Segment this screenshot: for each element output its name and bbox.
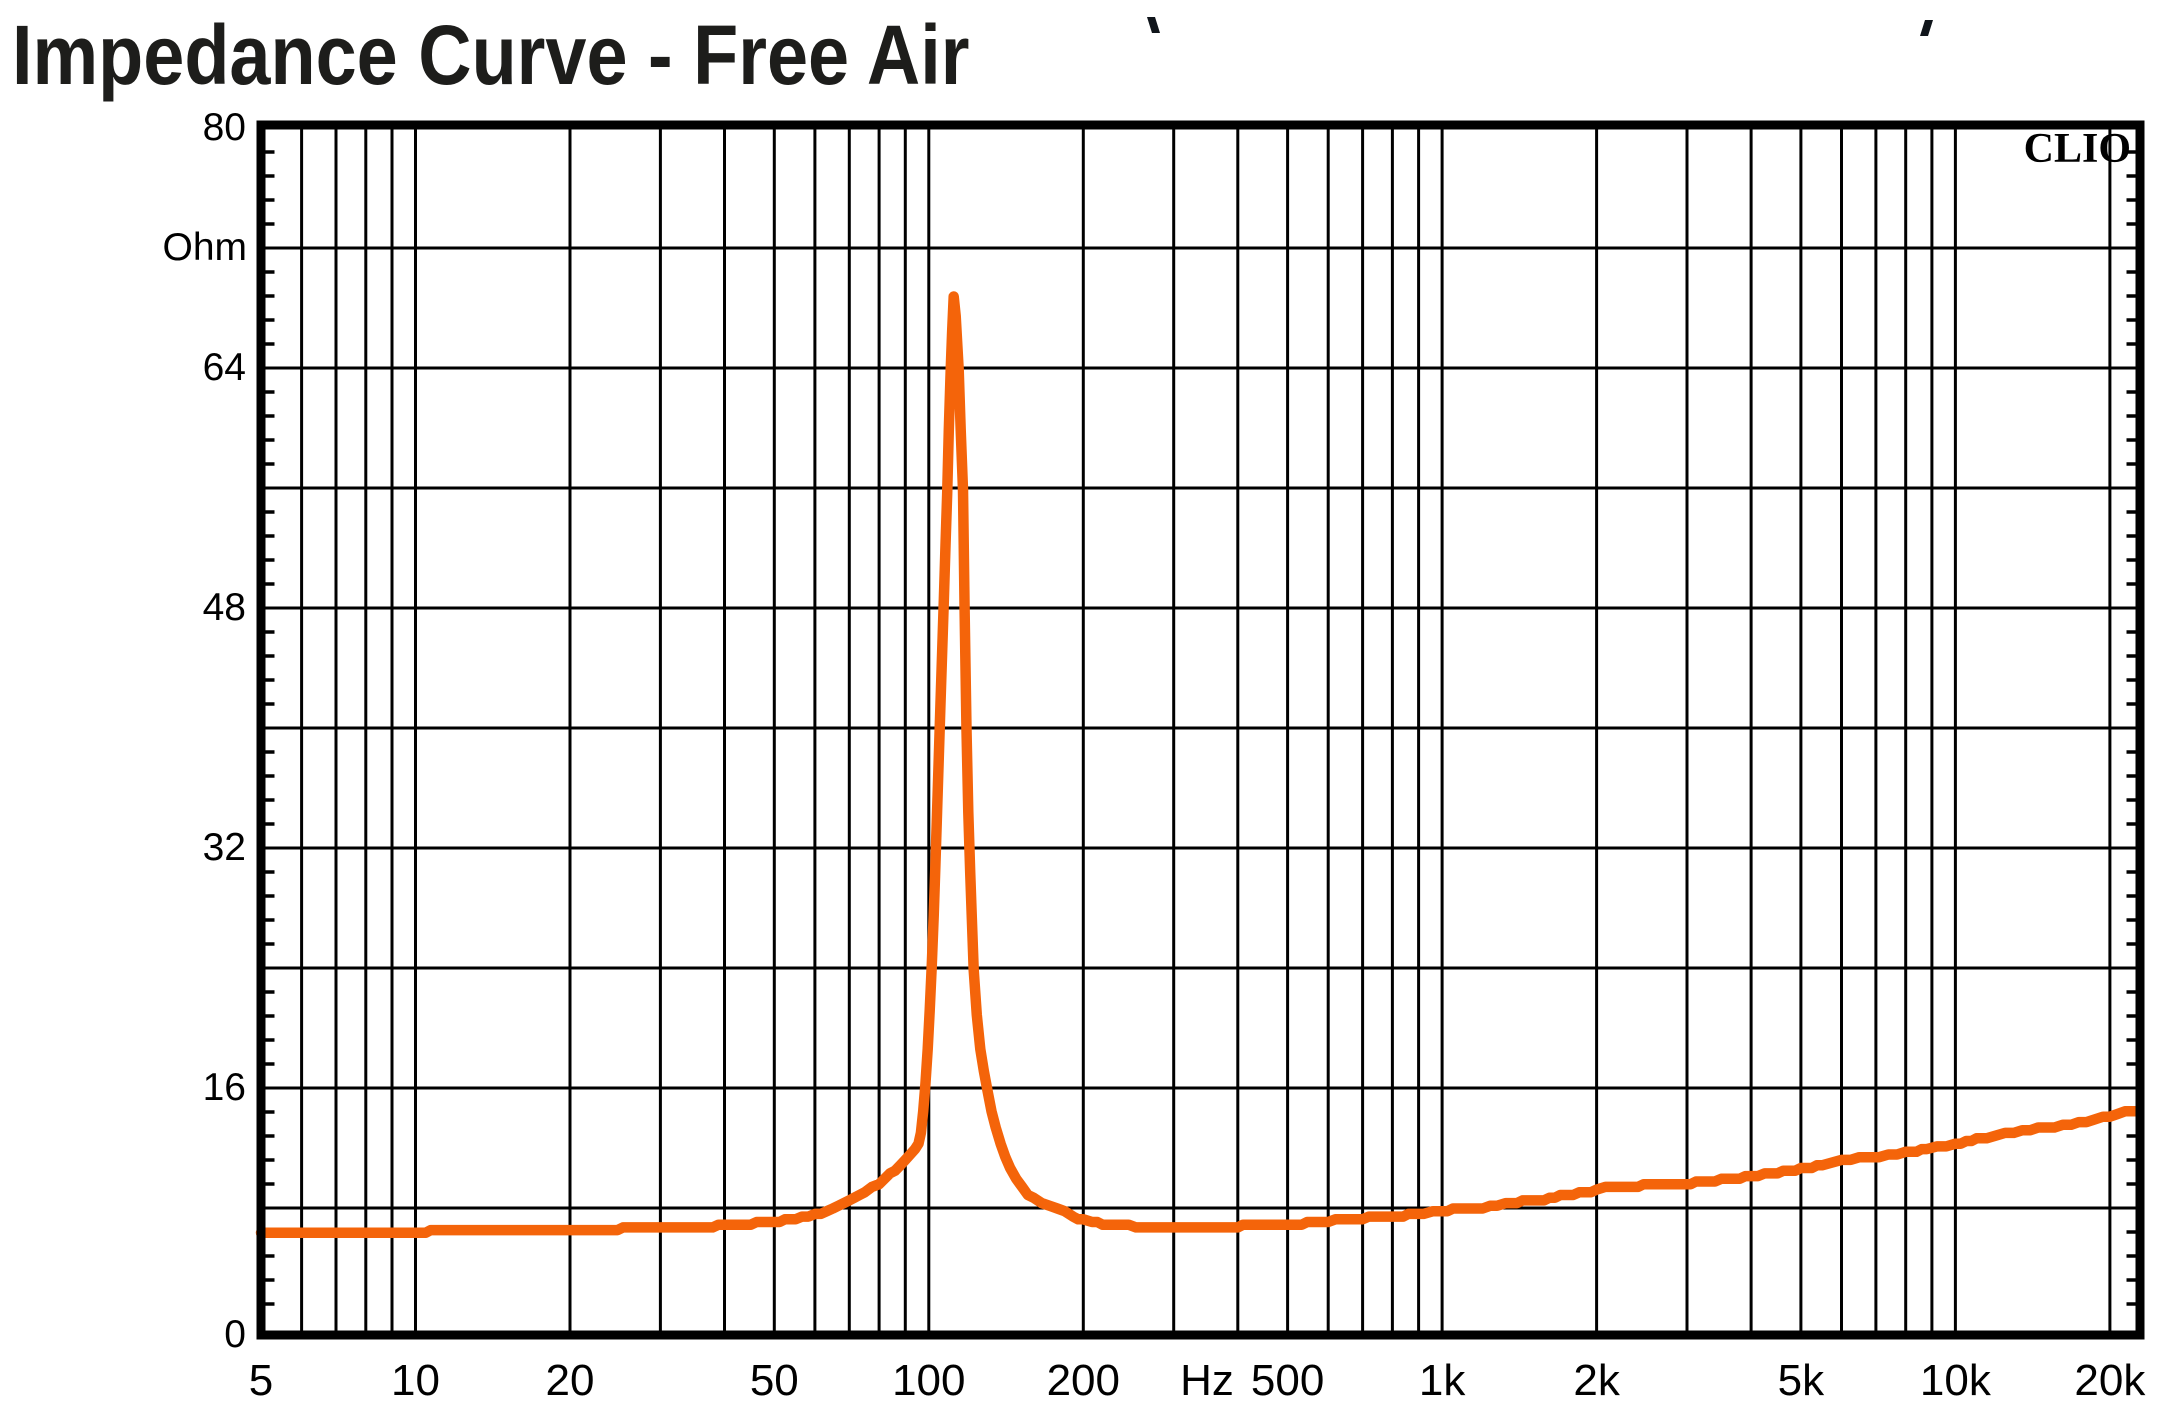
svg-text:Hz: Hz	[1180, 1356, 1234, 1405]
svg-text:32: 32	[203, 826, 246, 869]
svg-text:5k: 5k	[1778, 1356, 1825, 1405]
svg-text:50: 50	[750, 1356, 799, 1405]
svg-text:CLIO: CLIO	[2024, 126, 2131, 172]
svg-text:10: 10	[391, 1356, 440, 1405]
svg-text:20: 20	[546, 1356, 595, 1405]
svg-text:200: 200	[1047, 1356, 1120, 1405]
svg-text:0: 0	[224, 1313, 246, 1356]
svg-text:80: 80	[203, 106, 246, 149]
svg-text:10k: 10k	[1920, 1356, 1992, 1405]
svg-text:16: 16	[203, 1066, 246, 1109]
svg-text:20k: 20k	[2074, 1356, 2146, 1405]
svg-text:500: 500	[1251, 1356, 1324, 1405]
svg-text:100: 100	[892, 1356, 965, 1405]
svg-text:2k: 2k	[1573, 1356, 1620, 1405]
svg-text:64: 64	[203, 346, 246, 389]
svg-text:48: 48	[203, 586, 246, 629]
svg-text:1k: 1k	[1419, 1356, 1466, 1405]
svg-text:5: 5	[249, 1356, 273, 1405]
svg-text:Ohm: Ohm	[162, 226, 247, 269]
